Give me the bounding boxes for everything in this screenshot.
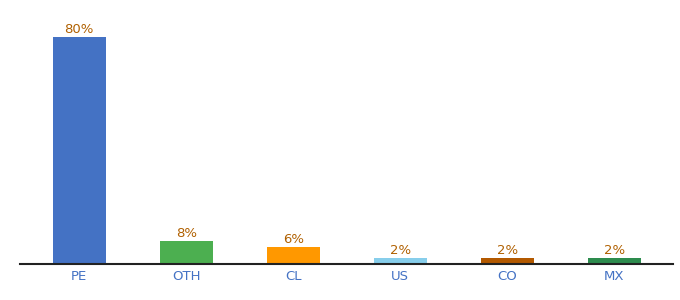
Bar [160, 241, 213, 264]
Text: 80%: 80% [65, 23, 94, 36]
Bar [588, 258, 641, 264]
Text: 6%: 6% [283, 232, 304, 246]
Bar [373, 258, 427, 264]
Text: 8%: 8% [175, 227, 197, 240]
Bar [52, 37, 106, 264]
Text: 2%: 2% [604, 244, 625, 257]
Text: 2%: 2% [497, 244, 518, 257]
Bar [481, 258, 534, 264]
Text: 2%: 2% [390, 244, 411, 257]
Bar [267, 247, 320, 264]
